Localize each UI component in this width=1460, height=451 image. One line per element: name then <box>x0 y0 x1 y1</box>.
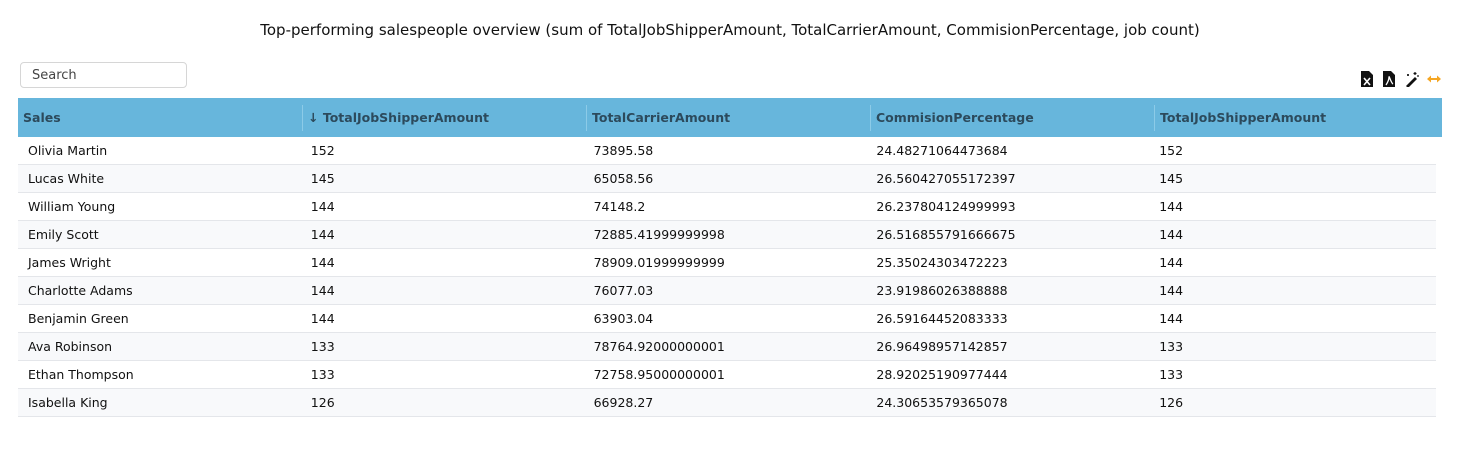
table-row[interactable]: William Young 144 74148.2 26.23780412499999… <box>18 193 1436 221</box>
cell-total-carrier-amount: 63903.04 <box>593 311 654 326</box>
cell-total-job-shipper-amount: 126 <box>310 395 335 410</box>
cell-total-job-shipper-amount: 144 <box>310 283 335 298</box>
pdf-export-icon[interactable] <box>1382 71 1396 87</box>
cell-commision-percentage: 24.48271064473684 <box>876 143 1008 158</box>
cell-total-carrier-amount: 65058.56 <box>593 171 654 186</box>
cell-total-job-shipper-amount-2: 133 <box>1159 367 1184 382</box>
table-row[interactable]: Ethan Thompson 133 72758.95000000001 28.920… <box>18 361 1436 389</box>
cell-sales: Emily Scott <box>28 227 99 242</box>
expand-width-icon[interactable] <box>1426 71 1441 87</box>
cell-total-job-shipper-amount: 133 <box>310 367 335 382</box>
cell-commision-percentage: 26.516855791666675 <box>876 227 1016 242</box>
cell-total-carrier-amount: 78909.01999999999 <box>593 255 725 270</box>
cell-total-carrier-amount: 78764.92000000001 <box>593 339 725 354</box>
cell-sales: Ava Robinson <box>28 339 113 354</box>
cell-total-job-shipper-amount-2: 144 <box>1159 311 1184 326</box>
cell-commision-percentage: 24.30653579365078 <box>876 395 1008 410</box>
table-row[interactable]: Lucas White 145 65058.56 26.560427055172397… <box>18 165 1436 193</box>
cell-total-carrier-amount: 76077.03 <box>593 283 654 298</box>
cell-total-job-shipper-amount: 144 <box>310 255 335 270</box>
cell-total-carrier-amount: 72758.95000000001 <box>593 367 725 382</box>
search-input[interactable] <box>20 62 187 88</box>
cell-commision-percentage: 25.35024303472223 <box>876 255 1008 270</box>
cell-total-job-shipper-amount: 145 <box>310 171 335 186</box>
cell-sales: Benjamin Green <box>28 311 129 326</box>
cell-total-carrier-amount: 74148.2 <box>593 199 646 214</box>
cell-sales: Ethan Thompson <box>28 367 134 382</box>
cell-sales: Isabella King <box>28 395 108 410</box>
cell-total-job-shipper-amount: 152 <box>310 143 335 158</box>
cell-sales: Olivia Martin <box>28 143 108 158</box>
cell-total-job-shipper-amount-2: 144 <box>1159 199 1184 214</box>
cell-commision-percentage: 26.560427055172397 <box>876 171 1016 186</box>
table-header: Sales ↓ TotalJobShipperAmount TotalCarri… <box>18 98 1442 137</box>
magic-wand-icon[interactable] <box>1404 71 1419 88</box>
cell-commision-percentage: 28.92025190977444 <box>876 367 1008 382</box>
column-header-total-carrier-amount[interactable]: TotalCarrierAmount <box>586 104 870 131</box>
cell-total-carrier-amount: 66928.27 <box>593 395 654 410</box>
column-header-total-job-shipper-amount-2[interactable]: TotalJobShipperAmount <box>1154 104 1442 131</box>
cell-total-carrier-amount: 73895.58 <box>593 143 654 158</box>
cell-commision-percentage: 23.91986026388888 <box>876 283 1008 298</box>
cell-sales: William Young <box>28 199 116 214</box>
cell-commision-percentage: 26.237804124999993 <box>876 199 1016 214</box>
cell-total-job-shipper-amount-2: 144 <box>1159 283 1184 298</box>
table-row[interactable]: Ava Robinson 133 78764.92000000001 26.96498… <box>18 333 1436 361</box>
table-row[interactable]: Benjamin Green 144 63903.04 26.591644520833… <box>18 305 1436 333</box>
cell-total-job-shipper-amount-2: 144 <box>1159 227 1184 242</box>
sales-table: Sales ↓ TotalJobShipperAmount TotalCarri… <box>18 98 1442 417</box>
cell-total-job-shipper-amount: 144 <box>310 311 335 326</box>
table-row[interactable]: Isabella King 126 66928.27 24.3065357936507… <box>18 389 1436 417</box>
table-row[interactable]: Emily Scott 144 72885.41999999998 26.516855… <box>18 221 1436 249</box>
toolbar <box>1360 71 1441 88</box>
cell-total-carrier-amount: 72885.41999999998 <box>593 227 725 242</box>
cell-total-job-shipper-amount-2: 152 <box>1159 143 1184 158</box>
cell-sales: Lucas White <box>28 171 105 186</box>
page-title: Top-performing salespeople overview (sum… <box>260 21 1200 39</box>
excel-export-icon[interactable] <box>1360 71 1374 87</box>
table-body: Olivia Martin 152 73895.58 24.4827106447368… <box>18 137 1442 417</box>
column-header-commision-percentage[interactable]: CommisionPercentage <box>870 104 1154 131</box>
cell-total-job-shipper-amount-2: 144 <box>1159 255 1184 270</box>
table-row[interactable]: Charlotte Adams 144 76077.03 23.91986026388… <box>18 277 1436 305</box>
cell-commision-percentage: 26.96498957142857 <box>876 339 1008 354</box>
cell-total-job-shipper-amount-2: 126 <box>1159 395 1184 410</box>
table-row[interactable]: Olivia Martin 152 73895.58 24.4827106447368… <box>18 137 1436 165</box>
cell-total-job-shipper-amount-2: 133 <box>1159 339 1184 354</box>
column-header-total-job-shipper-amount[interactable]: ↓ TotalJobShipperAmount <box>302 104 586 131</box>
cell-sales: Charlotte Adams <box>28 283 133 298</box>
table-row[interactable]: James Wright 144 78909.01999999999 25.35024… <box>18 249 1436 277</box>
cell-total-job-shipper-amount: 144 <box>310 227 335 242</box>
cell-total-job-shipper-amount: 133 <box>310 339 335 354</box>
column-header-sales[interactable]: Sales <box>23 109 61 125</box>
cell-commision-percentage: 26.59164452083333 <box>876 311 1008 326</box>
cell-total-job-shipper-amount: 144 <box>310 199 335 214</box>
cell-total-job-shipper-amount-2: 145 <box>1159 171 1184 186</box>
cell-sales: James Wright <box>28 255 111 270</box>
